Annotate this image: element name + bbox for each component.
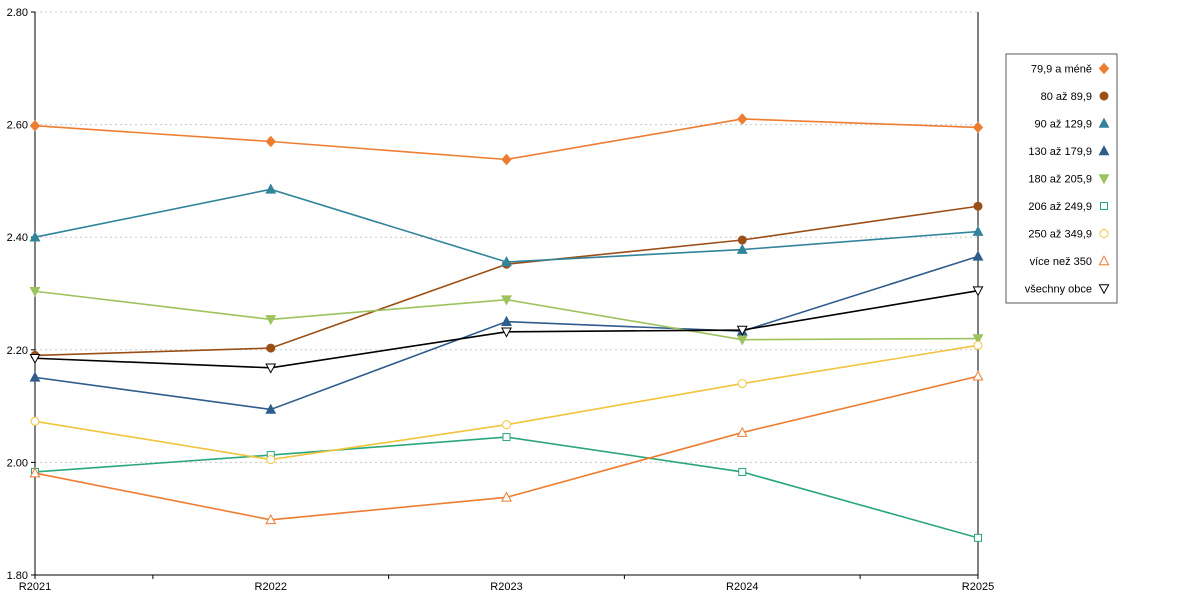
legend-box (1005, 53, 1118, 304)
legend-item: více než 350 (1030, 255, 1110, 268)
data-point-marker (501, 256, 512, 267)
data-point-marker (265, 363, 277, 374)
data-point-marker (29, 371, 41, 382)
series-line (34, 436, 979, 539)
data-point-marker (501, 315, 512, 326)
series-line (34, 344, 979, 461)
data-point-marker (501, 491, 512, 502)
series-line (34, 188, 979, 263)
legend-item: 206 až 249,9 (1028, 201, 1108, 213)
legend-item: 90 až 129,9 (1035, 117, 1110, 131)
legend-marker-icon (1099, 229, 1109, 238)
data-point-marker (737, 113, 748, 125)
y-axis-tick-label: 2.60 (7, 120, 28, 132)
legend-item: všechny obce (1025, 284, 1110, 296)
legend-label: 130 až 179,9 (1028, 146, 1092, 158)
series-group (29, 286, 984, 346)
legend-label: 90 až 129,9 (1035, 119, 1093, 131)
data-point-marker (29, 467, 41, 478)
data-point-marker (265, 403, 277, 414)
data-point-marker (972, 370, 984, 381)
legend: 79,9 a méně 80 až 89,9 90 až 129,9 130 až 1… (1005, 53, 1118, 304)
data-point-marker (738, 467, 747, 476)
data-point-marker (265, 183, 277, 194)
legend-marker-icon (1098, 284, 1110, 295)
y-axis-tick-label: 2.00 (7, 457, 28, 469)
data-point-marker (501, 153, 512, 166)
data-point-marker (974, 533, 982, 542)
x-axis-tick-label: R2025 (962, 581, 994, 593)
data-point-marker (29, 119, 41, 132)
data-point-marker (502, 433, 511, 442)
legend-item: 180 až 205,9 (1028, 174, 1110, 186)
legend-item: 79,9 a méně (1031, 62, 1110, 76)
data-point-marker (501, 295, 512, 306)
data-point-marker (29, 231, 41, 242)
data-point-marker (29, 353, 41, 365)
data-point-marker (502, 420, 511, 430)
series-group (29, 370, 984, 525)
data-point-marker (736, 426, 748, 437)
legend-marker-icon (1098, 145, 1110, 156)
legend-label: 79,9 a méně (1031, 64, 1092, 76)
legend-label: více než 350 (1030, 256, 1092, 268)
data-point-marker (972, 225, 984, 236)
data-point-marker (973, 201, 983, 211)
legend-label: 180 až 205,9 (1028, 174, 1092, 186)
legend-marker-icon (1100, 202, 1108, 210)
legend-marker-icon (1098, 62, 1110, 75)
legend-label: 80 až 89,9 (1041, 91, 1092, 103)
series-group (29, 286, 984, 374)
legend-marker-icon (1098, 174, 1110, 185)
series-group (29, 183, 984, 267)
legend-item: 250 až 349,9 (1028, 229, 1109, 241)
series-group (30, 340, 983, 465)
data-point-marker (266, 455, 276, 465)
series-group (31, 433, 982, 542)
y-axis-tick-label: 1.80 (7, 570, 28, 582)
data-point-marker (29, 286, 41, 298)
legend-marker-icon (1098, 117, 1110, 128)
legend-label: všechny obce (1025, 284, 1092, 296)
data-point-marker (972, 334, 984, 345)
data-point-marker (737, 379, 747, 389)
data-point-marker (972, 286, 984, 297)
data-point-marker (265, 315, 277, 326)
data-point-marker (737, 235, 747, 245)
legend-label: 206 až 249,9 (1028, 201, 1092, 213)
data-point-marker (736, 243, 748, 254)
y-axis-tick-label: 2.80 (7, 7, 28, 19)
data-point-marker (972, 121, 984, 134)
data-point-marker (501, 327, 512, 338)
grid-and-y-axis-labels: 1.80 2.00 2.20 2.40 2.60 2.80 (7, 7, 978, 582)
series-group (29, 113, 984, 166)
legend-item: 80 až 89,9 (1041, 91, 1109, 103)
data-point-marker (265, 513, 277, 525)
x-axis-tick-label: R2023 (490, 581, 522, 593)
data-point-marker (30, 416, 40, 426)
data-point-marker (266, 343, 276, 353)
y-axis-tick-label: 2.40 (7, 232, 28, 244)
data-point-marker (736, 325, 748, 336)
legend-label: 250 až 349,9 (1028, 229, 1092, 241)
x-axis-tick-label: R2022 (255, 581, 287, 593)
data-point-marker (265, 135, 276, 148)
x-axis-tick-label: R2024 (726, 581, 758, 593)
legend-marker-icon (1098, 255, 1110, 266)
x-axis-tick-label: R2021 (19, 581, 51, 593)
data-point-marker (973, 340, 983, 350)
y-axis-tick-label: 2.20 (7, 345, 28, 357)
legend-marker-icon (1099, 91, 1109, 101)
legend-item: 130 až 179,9 (1028, 145, 1110, 158)
data-point-marker (972, 250, 984, 261)
